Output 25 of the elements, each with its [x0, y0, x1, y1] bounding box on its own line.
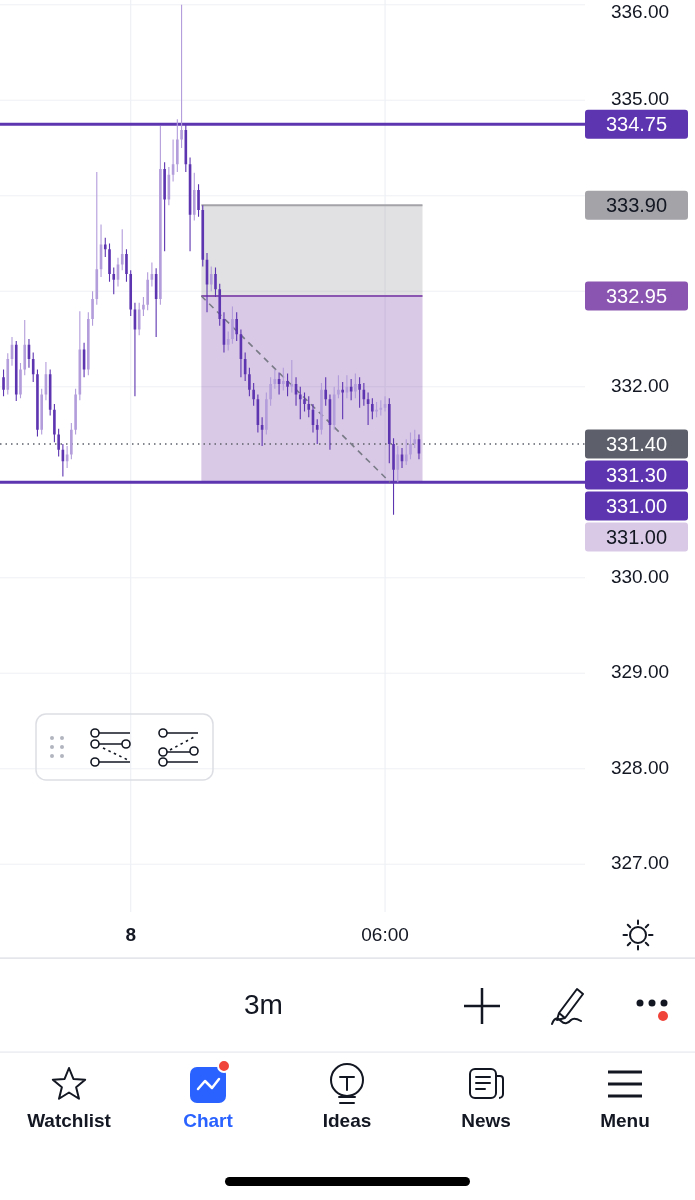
x-tick-label: 8: [125, 924, 136, 946]
candlestick: [205, 253, 209, 313]
text: 333.90: [605, 194, 668, 217]
text: Chart: [183, 1110, 234, 1132]
text: 332.95: [605, 285, 668, 308]
y-tick-label: 327.00: [610, 852, 670, 874]
ref-line-label: 334.75: [605, 113, 668, 136]
y-tick-label: 336.00: [610, 1, 670, 23]
candlestick: [400, 447, 404, 468]
text: 331.00: [605, 526, 668, 549]
x-tick-label: 06:00: [361, 924, 409, 946]
y-tick-label: 335.00: [610, 88, 670, 110]
text: Ideas: [322, 1110, 372, 1132]
ref-line-label: 331.40: [605, 433, 668, 456]
text: 331.30: [605, 464, 668, 487]
y-tick-label: 328.00: [610, 756, 670, 778]
text: News: [461, 1110, 511, 1132]
y-tick-label: 330.00: [610, 565, 670, 587]
text: Watchlist: [27, 1110, 112, 1132]
ref-line-label: 331.00: [605, 495, 668, 518]
y-tick-label: 329.00: [610, 661, 670, 683]
y-tick-label: 332.00: [610, 374, 670, 396]
text: 3m: [244, 989, 283, 1021]
candlestick: [294, 377, 298, 406]
text: Menu: [600, 1110, 650, 1132]
